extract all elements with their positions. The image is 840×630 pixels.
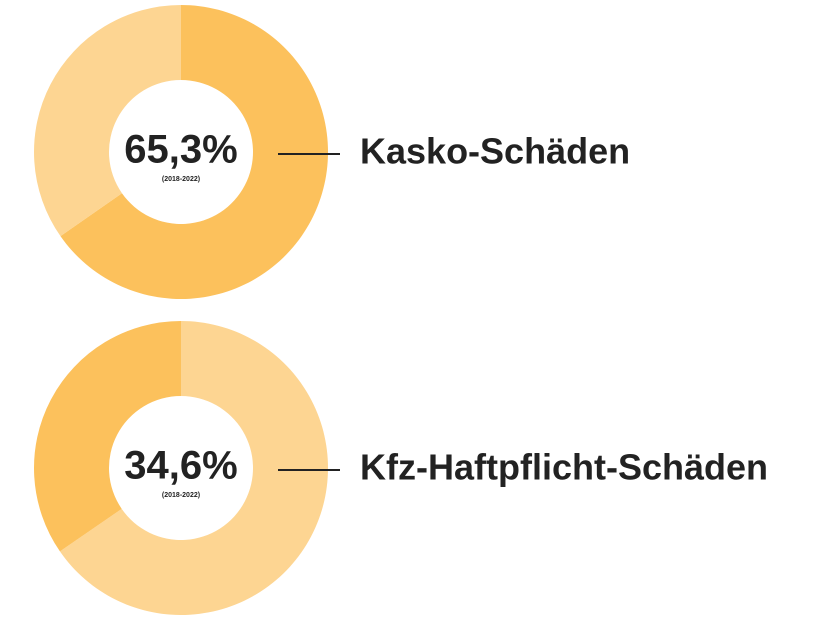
center-subtitle: (2018-2022) (162, 492, 200, 499)
center-value: 34,6% (124, 444, 237, 488)
donut-segment (33, 321, 181, 552)
series-label: Kasko-Schäden (360, 131, 630, 172)
series-label: Kfz-Haftpflicht-Schäden (360, 447, 768, 488)
center-value: 65,3% (124, 128, 237, 172)
donut-segment (60, 5, 329, 299)
center-subtitle: (2018-2022) (162, 176, 200, 183)
donut-segment (34, 5, 181, 237)
donut-segment (59, 321, 329, 615)
